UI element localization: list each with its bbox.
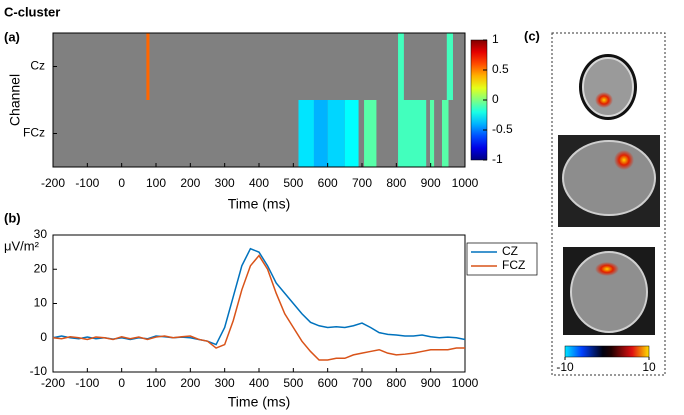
heat-cell [146,33,150,100]
colorbar-tick-label: 0.5 [492,62,509,76]
x-tick-label: 400 [249,176,269,190]
brain-axial [582,57,634,117]
series-line [52,247,466,346]
x-tick-label: 900 [421,376,441,390]
heat-cell [344,100,359,167]
heat-cell [313,100,328,167]
colorbar-tick-label: 10 [642,360,656,374]
panel-label: (a) [4,29,20,44]
x-tick-label: 700 [352,176,372,190]
y-tick-label: -10 [30,364,48,378]
panel-label: (c) [524,28,540,43]
heat-cell [398,100,427,167]
heat-cell [446,33,453,100]
colorbar [564,345,650,358]
x-tick-label: 800 [386,376,406,390]
colorbar-tick-label: -10 [556,360,574,374]
x-axis-label: Time (ms) [228,394,290,410]
x-tick-label: 700 [352,376,372,390]
x-tick-label: 500 [283,176,303,190]
x-tick-label: -200 [41,176,65,190]
brain-sagittal [562,140,656,216]
x-tick-label: 200 [180,176,200,190]
figure-title: C-cluster [4,4,60,19]
legend-label: CZ [502,244,518,258]
activation [595,92,613,108]
x-tick-label: 1000 [452,376,479,390]
x-tick-label: 1000 [452,176,479,190]
activation [595,262,619,276]
colorbar-tick-label: -0.5 [492,122,513,136]
heat-cell [441,100,449,167]
x-tick-label: 300 [215,376,235,390]
brain-coronal [570,251,648,333]
y-tick-label: 10 [34,296,48,310]
legend-label: FCZ [502,258,525,272]
plot-frame [52,234,466,373]
x-tick-label: 800 [386,176,406,190]
colorbar-tick-label: 0 [492,92,499,106]
x-axis-label: Time (ms) [228,196,290,212]
panel-label: (b) [4,210,21,225]
heat-cell [429,100,435,167]
panel-frame [551,32,666,376]
x-tick-label: 0 [118,376,125,390]
x-tick-label: 0 [118,176,125,190]
x-tick-label: -100 [75,376,99,390]
y-tick-label: FCz [23,126,45,140]
y-axis-label: μV/m² [4,238,40,253]
y-tick-label: 0 [40,330,47,344]
y-tick-label: 20 [34,261,48,275]
plot-background [53,33,465,167]
x-tick-label: 200 [180,376,200,390]
series-line [52,254,465,361]
colorbar-tick-label: 1 [492,32,499,46]
heat-cell [298,100,314,167]
y-tick-label: Cz [30,59,45,73]
legend-box [466,242,538,276]
heat-cell [364,100,377,167]
x-tick-label: 300 [215,176,235,190]
y-tick-label: 30 [34,227,48,241]
colorbar-tick-label: -1 [492,152,503,166]
x-tick-label: 100 [146,176,166,190]
heat-cell [327,100,345,167]
brain-panel [551,32,666,376]
x-tick-label: 100 [146,376,166,390]
activation [614,150,634,170]
x-tick-label: -100 [75,176,99,190]
x-tick-label: 500 [283,376,303,390]
x-tick-label: 400 [249,376,269,390]
x-tick-label: 900 [421,176,441,190]
heat-cell [398,33,404,100]
x-tick-label: 600 [318,176,338,190]
x-tick-label: 600 [318,376,338,390]
x-tick-label: -200 [41,376,65,390]
y-axis-label: Channel [7,74,23,126]
